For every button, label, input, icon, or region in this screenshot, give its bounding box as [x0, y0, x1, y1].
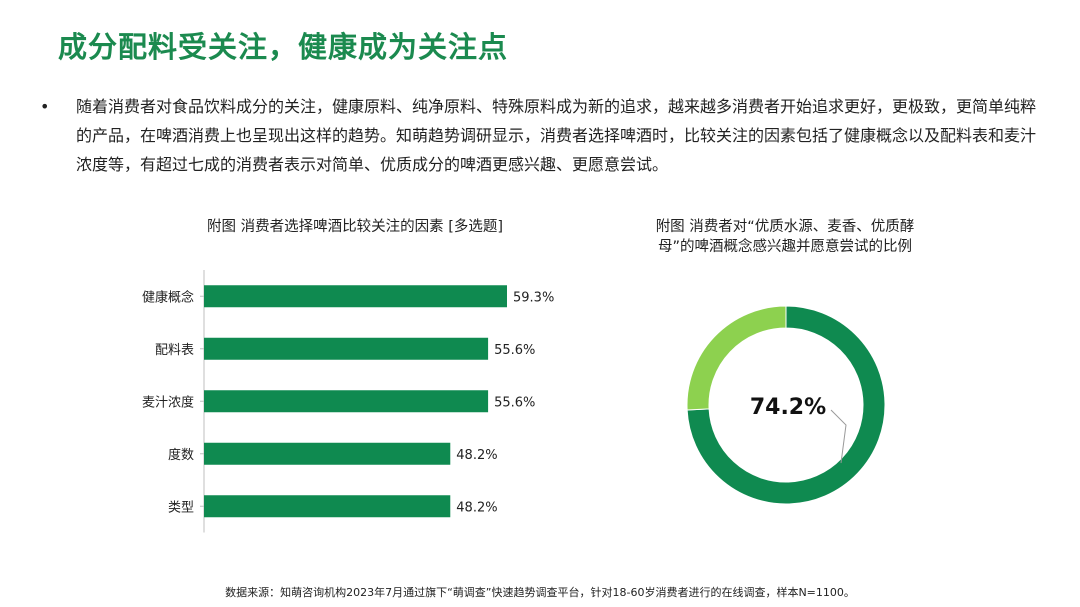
- bar-chart-title: 附图 消费者选择啤酒比较关注的因素 [多选题]: [206, 219, 504, 235]
- donut-title-line-1: 附图 消费者对“优质水源、麦香、优质酵: [655, 219, 915, 235]
- bullet-marker: •: [40, 97, 50, 116]
- bar-category-label: 度数: [168, 447, 194, 463]
- bar-2: [204, 390, 489, 413]
- donut-slice-0: [686, 305, 886, 505]
- bar-3: [204, 442, 451, 465]
- donut-center-label: 74.2%: [750, 395, 826, 420]
- page-title: 成分配料受关注，健康成为关注点: [58, 30, 509, 64]
- bar-category-label: 健康概念: [142, 289, 194, 305]
- bar-0: [204, 285, 507, 308]
- bullet-paragraph: • 随着消费者对食品饮料成分的关注，健康原料、纯净原料、特殊原料成为新的追求，越…: [40, 92, 1045, 179]
- donut-leader-line: [830, 409, 847, 464]
- donut-chart-title: 附图 消费者对“优质水源、麦香、优质酵 母”的啤酒概念感兴趣并愿意尝试的比例: [635, 217, 935, 257]
- bar-value-label: 55.6%: [494, 395, 535, 410]
- bar-value-label: 59.3%: [513, 290, 554, 305]
- bar-value-label: 48.2%: [456, 500, 497, 515]
- bar-category-label: 配料表: [155, 343, 194, 358]
- bullet-text: 随着消费者对食品饮料成分的关注，健康原料、纯净原料、特殊原料成为新的追求，越来越…: [76, 97, 1037, 174]
- bar-value-label: 55.6%: [494, 343, 535, 358]
- bar-category-label: 麦汁浓度: [142, 394, 194, 410]
- bar-4: [204, 495, 451, 518]
- donut-slice-1: [686, 305, 787, 411]
- bar-value-label: 48.2%: [456, 448, 497, 463]
- bar-1: [204, 337, 489, 360]
- data-source-note: 数据来源：知萌咨询机构2023年7月通过旗下“萌调查”快速趋势调查平台，针对18…: [225, 586, 855, 599]
- bar-category-label: 类型: [168, 500, 194, 515]
- donut-title-line-2: 母”的啤酒概念感兴趣并愿意尝试的比例: [657, 239, 912, 255]
